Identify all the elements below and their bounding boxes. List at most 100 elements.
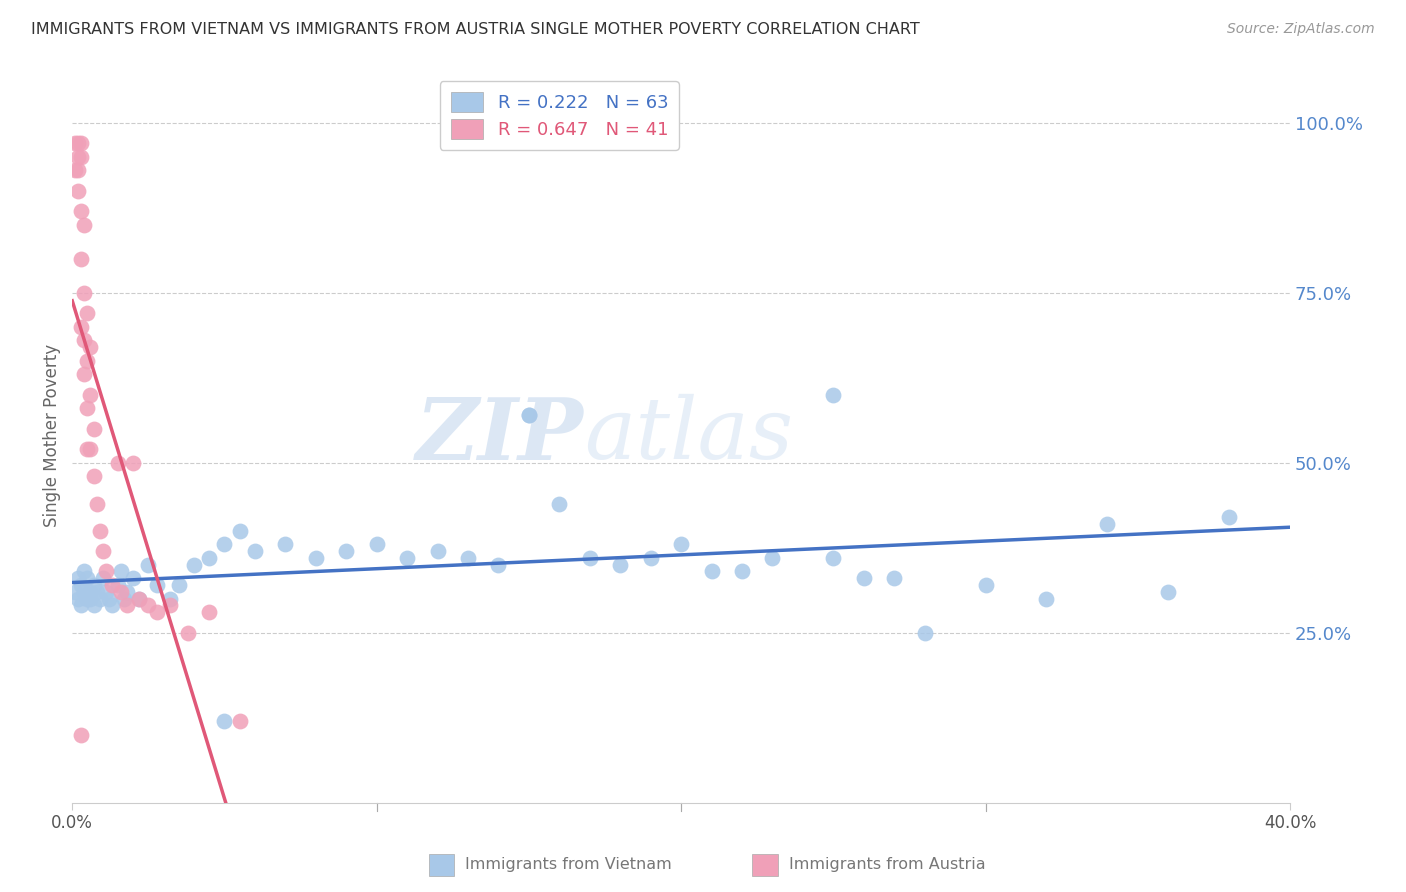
Point — [228, 714, 250, 728]
Point — [89, 524, 111, 538]
Point — [73, 285, 96, 300]
Point — [73, 585, 96, 599]
Point — [112, 591, 135, 606]
Point — [974, 578, 997, 592]
Point — [73, 368, 96, 382]
Point — [138, 558, 160, 572]
Text: atlas: atlas — [583, 394, 793, 477]
Point — [70, 578, 93, 592]
Point — [67, 163, 90, 178]
Point — [214, 714, 236, 728]
Point — [396, 550, 419, 565]
Point — [70, 252, 93, 266]
Point — [79, 340, 101, 354]
Point — [1157, 585, 1180, 599]
Point — [65, 585, 87, 599]
Point — [79, 591, 101, 606]
Point — [76, 571, 98, 585]
Point — [669, 537, 692, 551]
Text: IMMIGRANTS FROM VIETNAM VS IMMIGRANTS FROM AUSTRIA SINGLE MOTHER POVERTY CORRELA: IMMIGRANTS FROM VIETNAM VS IMMIGRANTS FR… — [31, 22, 920, 37]
Point — [426, 544, 449, 558]
Point — [159, 591, 181, 606]
Point — [86, 496, 108, 510]
Point — [305, 550, 328, 565]
Point — [122, 571, 145, 585]
Point — [366, 537, 388, 551]
Point — [67, 571, 90, 585]
Point — [823, 550, 845, 565]
Text: ZIP: ZIP — [416, 393, 583, 477]
Point — [67, 184, 90, 198]
Point — [86, 585, 108, 599]
Point — [101, 578, 124, 592]
Point — [823, 388, 845, 402]
Point — [115, 599, 138, 613]
Legend: R = 0.222   N = 63, R = 0.647   N = 41: R = 0.222 N = 63, R = 0.647 N = 41 — [440, 81, 679, 150]
Point — [335, 544, 357, 558]
Point — [488, 558, 510, 572]
Point — [83, 469, 105, 483]
Point — [67, 150, 90, 164]
Point — [91, 571, 114, 585]
Point — [700, 565, 723, 579]
Point — [146, 605, 169, 619]
Point — [73, 218, 96, 232]
Point — [76, 353, 98, 368]
Point — [852, 571, 875, 585]
Text: Source: ZipAtlas.com: Source: ZipAtlas.com — [1227, 22, 1375, 37]
Point — [146, 578, 169, 592]
Text: Immigrants from Vietnam: Immigrants from Vietnam — [465, 857, 672, 872]
Point — [167, 578, 190, 592]
Point — [91, 544, 114, 558]
Point — [128, 591, 150, 606]
Point — [883, 571, 905, 585]
Point — [183, 558, 205, 572]
Point — [159, 599, 181, 613]
Point — [67, 591, 90, 606]
Point — [107, 456, 129, 470]
Point — [578, 550, 600, 565]
Point — [89, 591, 111, 606]
Point — [457, 550, 479, 565]
Point — [1097, 516, 1119, 531]
Point — [67, 136, 90, 151]
Point — [65, 136, 87, 151]
Point — [76, 401, 98, 416]
Point — [128, 591, 150, 606]
Point — [76, 591, 98, 606]
Point — [73, 565, 96, 579]
Point — [76, 306, 98, 320]
Point — [94, 585, 117, 599]
Point — [97, 591, 120, 606]
Point — [70, 204, 93, 219]
Point — [70, 136, 93, 151]
Point — [79, 442, 101, 457]
Point — [70, 150, 93, 164]
Point — [83, 578, 105, 592]
Point — [101, 599, 124, 613]
Point — [228, 524, 250, 538]
Point — [198, 550, 221, 565]
Point — [107, 578, 129, 592]
Point — [517, 408, 540, 422]
Point — [83, 422, 105, 436]
Point — [65, 163, 87, 178]
Point — [274, 537, 297, 551]
Point — [110, 565, 132, 579]
Point — [76, 442, 98, 457]
Point — [609, 558, 631, 572]
Point — [214, 537, 236, 551]
Point — [70, 728, 93, 742]
Point — [70, 319, 93, 334]
Y-axis label: Single Mother Poverty: Single Mother Poverty — [44, 344, 60, 527]
Point — [1035, 591, 1057, 606]
Point — [83, 599, 105, 613]
Point — [138, 599, 160, 613]
Point — [914, 625, 936, 640]
Point — [761, 550, 783, 565]
Point — [243, 544, 266, 558]
Point — [517, 408, 540, 422]
Point — [731, 565, 754, 579]
Point — [94, 565, 117, 579]
Point — [115, 585, 138, 599]
